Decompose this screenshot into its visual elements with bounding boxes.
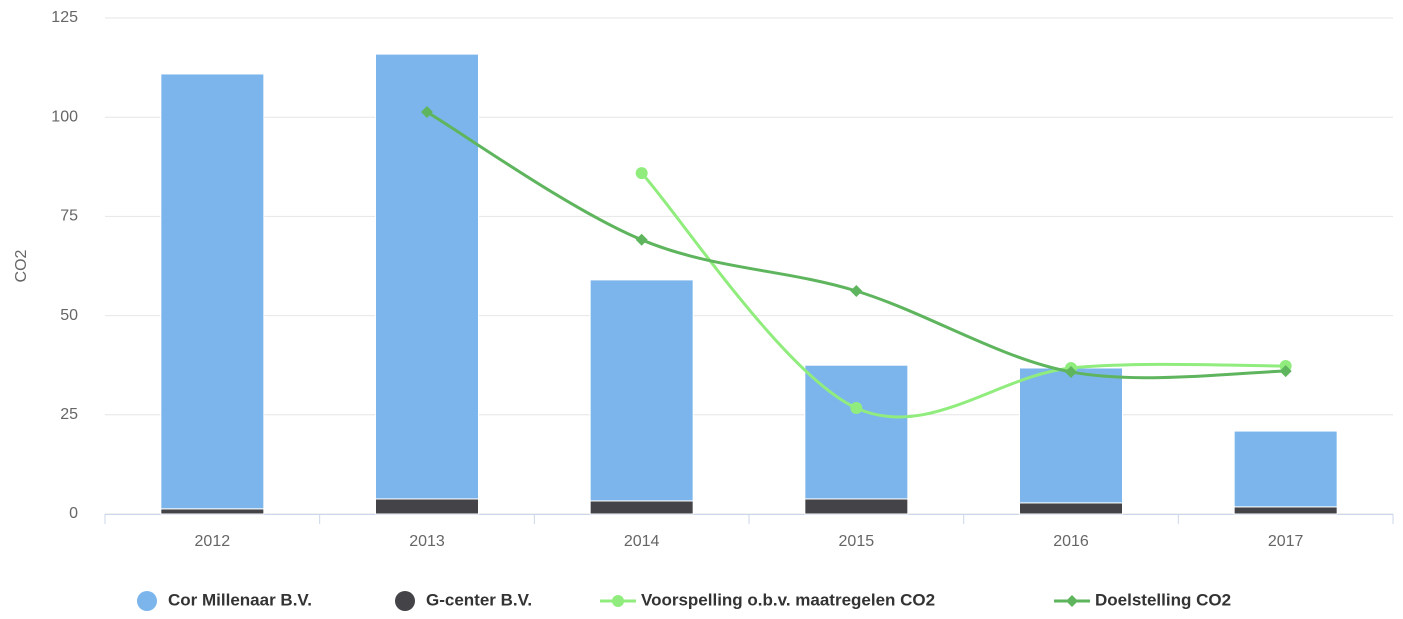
y-tick-label: 125 xyxy=(51,9,78,26)
x-tick-label: 2015 xyxy=(839,533,875,550)
x-tick-label: 2014 xyxy=(624,533,660,550)
y-axis-title: CO2 xyxy=(13,249,30,282)
line-marker xyxy=(850,284,863,297)
line-marker xyxy=(1065,365,1077,378)
legend-symbol xyxy=(395,591,415,611)
line-marker xyxy=(635,167,648,180)
legend-symbol xyxy=(1066,595,1078,607)
bar xyxy=(804,498,909,515)
line-marker xyxy=(421,106,433,119)
y-tick-label: 50 xyxy=(60,307,78,324)
bar xyxy=(375,53,479,500)
legend-label: Cor Millenaar B.V. xyxy=(168,590,312,609)
line-marker xyxy=(635,233,648,246)
legend-symbol xyxy=(612,595,624,607)
bar xyxy=(589,279,694,502)
legend-label: Voorspelling o.b.v. maatregelen CO2 xyxy=(641,590,935,609)
bar xyxy=(375,498,479,515)
line-marker xyxy=(1279,365,1292,378)
bar xyxy=(804,364,909,500)
x-tick-label: 2012 xyxy=(195,533,231,550)
y-tick-label: 75 xyxy=(60,208,78,225)
line-marker xyxy=(850,402,863,415)
legend-label: G-center B.V. xyxy=(426,590,532,609)
bar xyxy=(1233,430,1338,508)
x-tick-label: 2016 xyxy=(1053,533,1089,550)
y-tick-label: 25 xyxy=(60,406,78,423)
legend-label: Doelstelling CO2 xyxy=(1095,590,1231,609)
bar xyxy=(1019,502,1123,515)
bar xyxy=(589,500,694,515)
bar xyxy=(1233,506,1338,515)
bar xyxy=(160,73,265,510)
x-tick-label: 2017 xyxy=(1268,533,1304,550)
legend-symbol xyxy=(137,591,157,611)
x-tick-label: 2013 xyxy=(409,533,445,550)
bar xyxy=(1019,367,1123,504)
y-tick-label: 100 xyxy=(51,108,78,125)
line xyxy=(426,110,1286,380)
bar xyxy=(160,508,265,515)
y-tick-label: 0 xyxy=(69,505,78,522)
line xyxy=(640,172,1286,419)
